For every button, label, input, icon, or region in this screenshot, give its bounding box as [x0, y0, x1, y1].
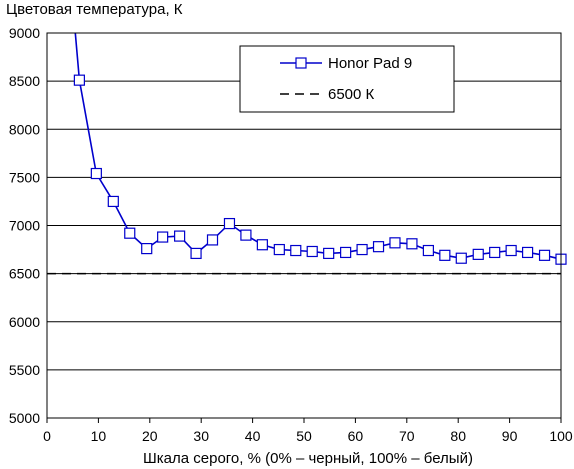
data-point-honor: [505, 244, 517, 257]
x-tick-label: 100: [549, 428, 573, 444]
y-tick-label: 8500: [9, 73, 40, 89]
data-point-honor: [340, 246, 352, 259]
data-point-honor: [190, 247, 202, 260]
x-axis-label: Шкала серого, % (0% – черный, 100% – бел…: [143, 450, 473, 467]
y-tick-label: 6500: [9, 266, 40, 282]
y-tick-label: 6000: [9, 314, 40, 330]
data-point-honor: [439, 249, 451, 261]
data-point-honor: [206, 234, 219, 246]
plot-frame: [46, 32, 562, 419]
x-tick-label: 10: [91, 428, 107, 444]
data-point-honor: [406, 238, 418, 250]
data-point-honor: [521, 246, 534, 259]
data-point-honor: [90, 167, 102, 180]
y-axis-ticks: 5000 5500 6000 6500 7000 7500 8000 8500 9000: [9, 25, 40, 426]
data-point-honor: [472, 248, 484, 260]
data-point-honor: [124, 227, 136, 239]
data-point-honor: [107, 195, 119, 208]
legend-box: [239, 45, 455, 113]
x-tick-label: 40: [245, 428, 261, 444]
x-tick-label: 30: [193, 428, 209, 444]
data-point-honor: [489, 246, 501, 259]
data-point-honor: [141, 243, 153, 255]
data-point-honor: [323, 247, 335, 260]
x-tick-label: 50: [296, 428, 312, 444]
x-tick-label: 0: [43, 428, 51, 444]
data-point-honor: [223, 217, 236, 230]
y-tick-label: 5000: [9, 410, 40, 426]
data-point-honor: [290, 244, 302, 257]
x-axis-ticks: 0 10 20 30 40 50 60 70 80 90 100: [43, 418, 573, 444]
x-tick-label: 20: [142, 428, 158, 444]
data-point-honor: [256, 239, 268, 251]
data-point-honor: [455, 252, 467, 264]
data-point-honor: [306, 245, 318, 258]
y-tick-label: 7500: [9, 169, 40, 185]
data-point-honor: [538, 249, 551, 261]
x-tick-label: 80: [450, 428, 466, 444]
data-point-honor: [174, 230, 186, 242]
y-tick-label: 5500: [9, 362, 40, 378]
data-point-honor: [422, 244, 434, 257]
data-point-honor: [356, 243, 368, 256]
data-point-honor: [389, 237, 401, 249]
x-tick-label: 60: [348, 428, 364, 444]
x-tick-label: 90: [502, 428, 518, 444]
x-tick-label: 70: [399, 428, 415, 444]
legend-label-honor: Honor Pad 9: [328, 55, 412, 72]
y-tick-label: 7000: [9, 218, 40, 234]
y-tick-label: 8000: [9, 121, 40, 137]
data-point-honor: [73, 74, 85, 86]
data-point-honor: [240, 229, 252, 241]
data-point-honor: [372, 241, 385, 253]
y-tick-label: 9000: [9, 25, 40, 41]
data-point-honor: [157, 231, 169, 243]
data-point-honor: [273, 243, 285, 256]
legend-label-6500: 6500 К: [328, 86, 375, 103]
legend-marker-honor: [295, 57, 307, 69]
legend: Honor Pad 9 6500 К: [239, 45, 455, 113]
y-axis-label: Цветовая температура, К: [6, 1, 183, 18]
